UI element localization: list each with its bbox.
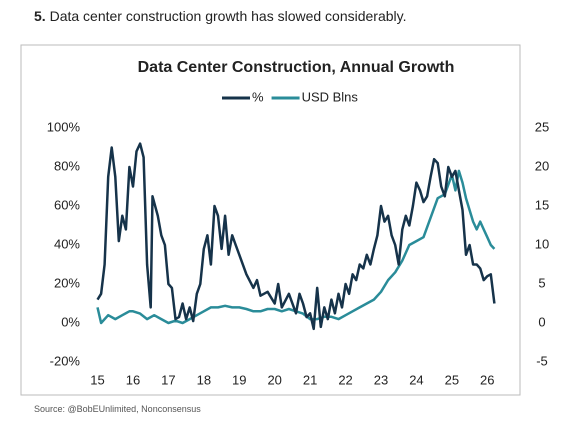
y-tick-label: 100% [47, 119, 81, 134]
series-line [96, 169, 496, 325]
y2-tick-label: 0 [538, 314, 545, 329]
y2-tick-label: 10 [535, 236, 549, 251]
y2-tick-label: -5 [536, 353, 548, 368]
series-line [96, 142, 496, 331]
source: Source: @BobEUnlimited, Nonconsensus [34, 404, 201, 414]
x-tick-label: 21 [303, 372, 317, 387]
y-tick-label: -20% [50, 353, 81, 368]
x-tick-label: 20 [267, 372, 281, 387]
x-tick-label: 26 [480, 372, 494, 387]
x-tick-label: 25 [445, 372, 459, 387]
y2-tick-label: 5 [538, 275, 545, 290]
legend-label: % [252, 89, 264, 104]
x-tick-label: 16 [126, 372, 140, 387]
chart-frame [20, 44, 521, 396]
y-tick-label: 0% [61, 314, 80, 329]
y-tick-label: 60% [54, 197, 80, 212]
y-tick-label: 20% [54, 275, 80, 290]
y-tick-label: 80% [54, 158, 80, 173]
x-tick-label: 19 [232, 372, 246, 387]
legend-label: USD Blns [302, 89, 359, 104]
y2-tick-label: 20 [535, 158, 549, 173]
x-tick-label: 17 [161, 372, 175, 387]
headline: 5. Data center construction growth has s… [34, 8, 407, 24]
x-tick-label: 15 [90, 372, 104, 387]
x-tick-label: 23 [374, 372, 388, 387]
y2-tick-label: 25 [535, 119, 549, 134]
headline-text: Data center construction growth has slow… [49, 8, 407, 24]
x-tick-label: 24 [409, 372, 423, 387]
y-tick-label: 40% [54, 236, 80, 251]
y2-tick-label: 15 [535, 197, 549, 212]
headline-number: 5. [34, 8, 46, 24]
chart-title: Data Center Construction, Annual Growth [138, 59, 455, 76]
x-tick-label: 18 [197, 372, 211, 387]
x-tick-label: 22 [338, 372, 352, 387]
